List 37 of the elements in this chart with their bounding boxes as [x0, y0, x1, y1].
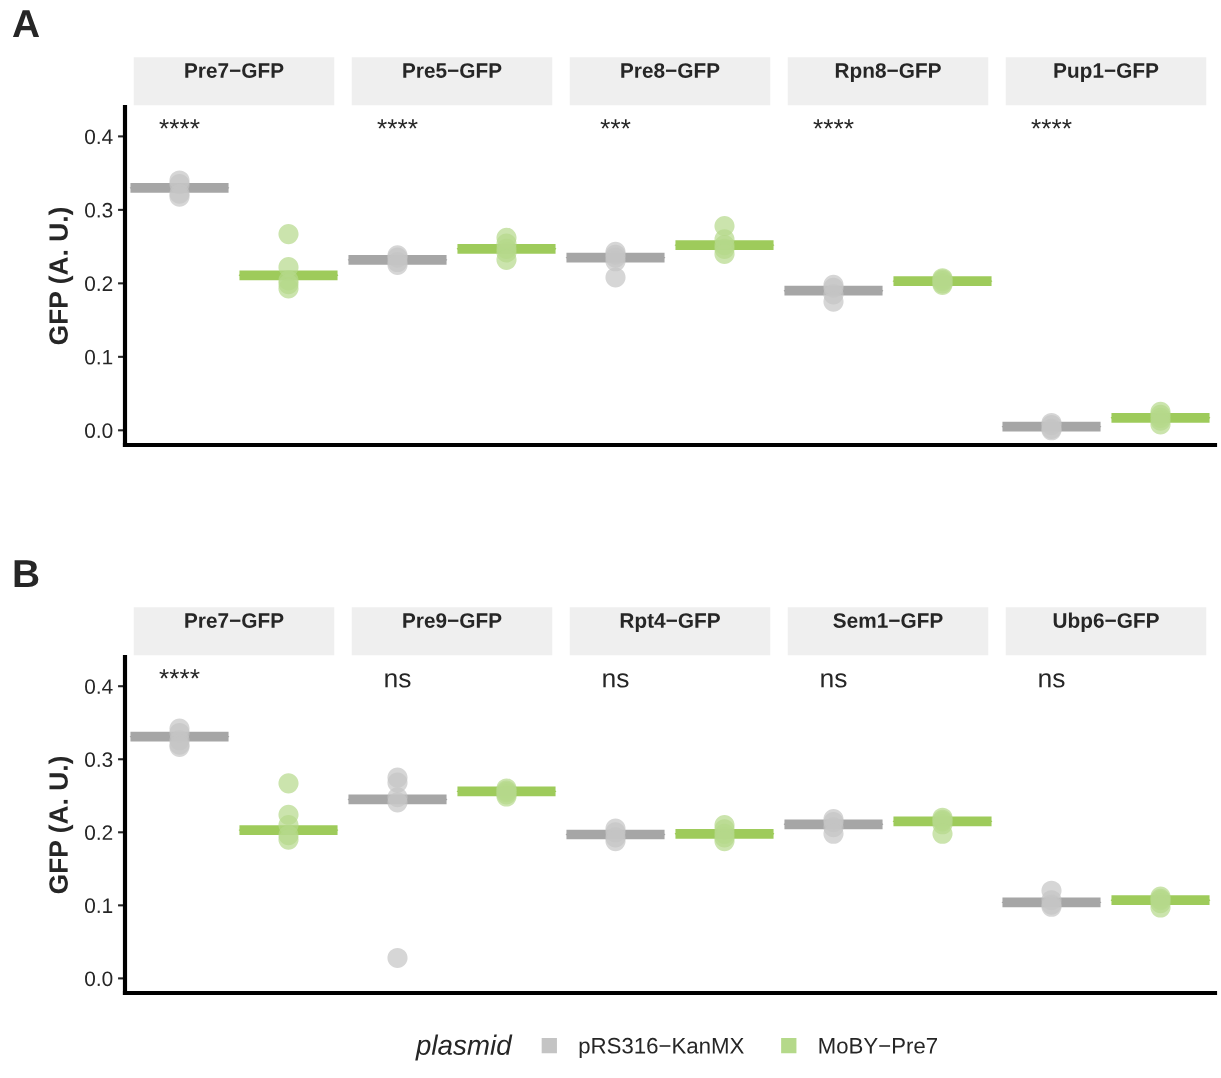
annotation: ns: [1039, 673, 1065, 688]
y-tick-label: 0.4: [85, 129, 113, 145]
legend-label: pRS316−KanMX: [579, 1037, 744, 1058]
x-tick-label: Pre8−GFP: [621, 63, 720, 78]
y-tick-label: 0.0: [85, 971, 113, 987]
y-axis-title: GFP (A. U.): [48, 207, 74, 345]
x-tick-label: Rpn8−GFP: [835, 63, 941, 82]
y-tick-label: 0.1: [85, 349, 113, 365]
x-tick-label: Ubp6−GFP: [1053, 612, 1159, 632]
y-tick-label: 0.1: [85, 898, 113, 914]
legend-label: MoBY−Pre7: [819, 1038, 937, 1054]
annotation: ns: [385, 673, 411, 688]
x-tick-label: Pre9−GFP: [403, 613, 502, 628]
annotation: ****: [1031, 119, 1072, 129]
annotation: ****: [159, 119, 200, 129]
y-tick-label: 0.3: [85, 752, 113, 768]
x-tick-label: Pre5−GFP: [403, 63, 502, 78]
annotation: ***: [600, 119, 631, 129]
annotation: ****: [813, 119, 854, 129]
annotation: ****: [377, 119, 418, 129]
y-tick-label: 0.2: [85, 825, 113, 841]
y-axis-title: GFP (A. U.): [48, 756, 74, 894]
y-tick-label: 0.3: [85, 202, 113, 218]
annotation: ns: [821, 673, 847, 688]
y-tick-label: 0.2: [85, 276, 113, 292]
y-tick-label: 0.0: [85, 423, 113, 439]
annotation: ns: [603, 673, 629, 688]
x-tick-label: Pup1−GFP: [1054, 63, 1159, 82]
text: B: [14, 560, 39, 588]
x-tick-label: Pre7−GFP: [185, 613, 284, 628]
legend-title: plasmid: [415, 1034, 513, 1061]
x-tick-label: Pre7−GFP: [185, 63, 284, 78]
x-tick-label: Sem1−GFP: [833, 613, 943, 628]
text: A: [12, 10, 40, 38]
annotation: ****: [159, 669, 200, 679]
x-tick-label: Rpt4−GFP: [620, 613, 720, 632]
y-tick-label: 0.4: [85, 679, 113, 694]
